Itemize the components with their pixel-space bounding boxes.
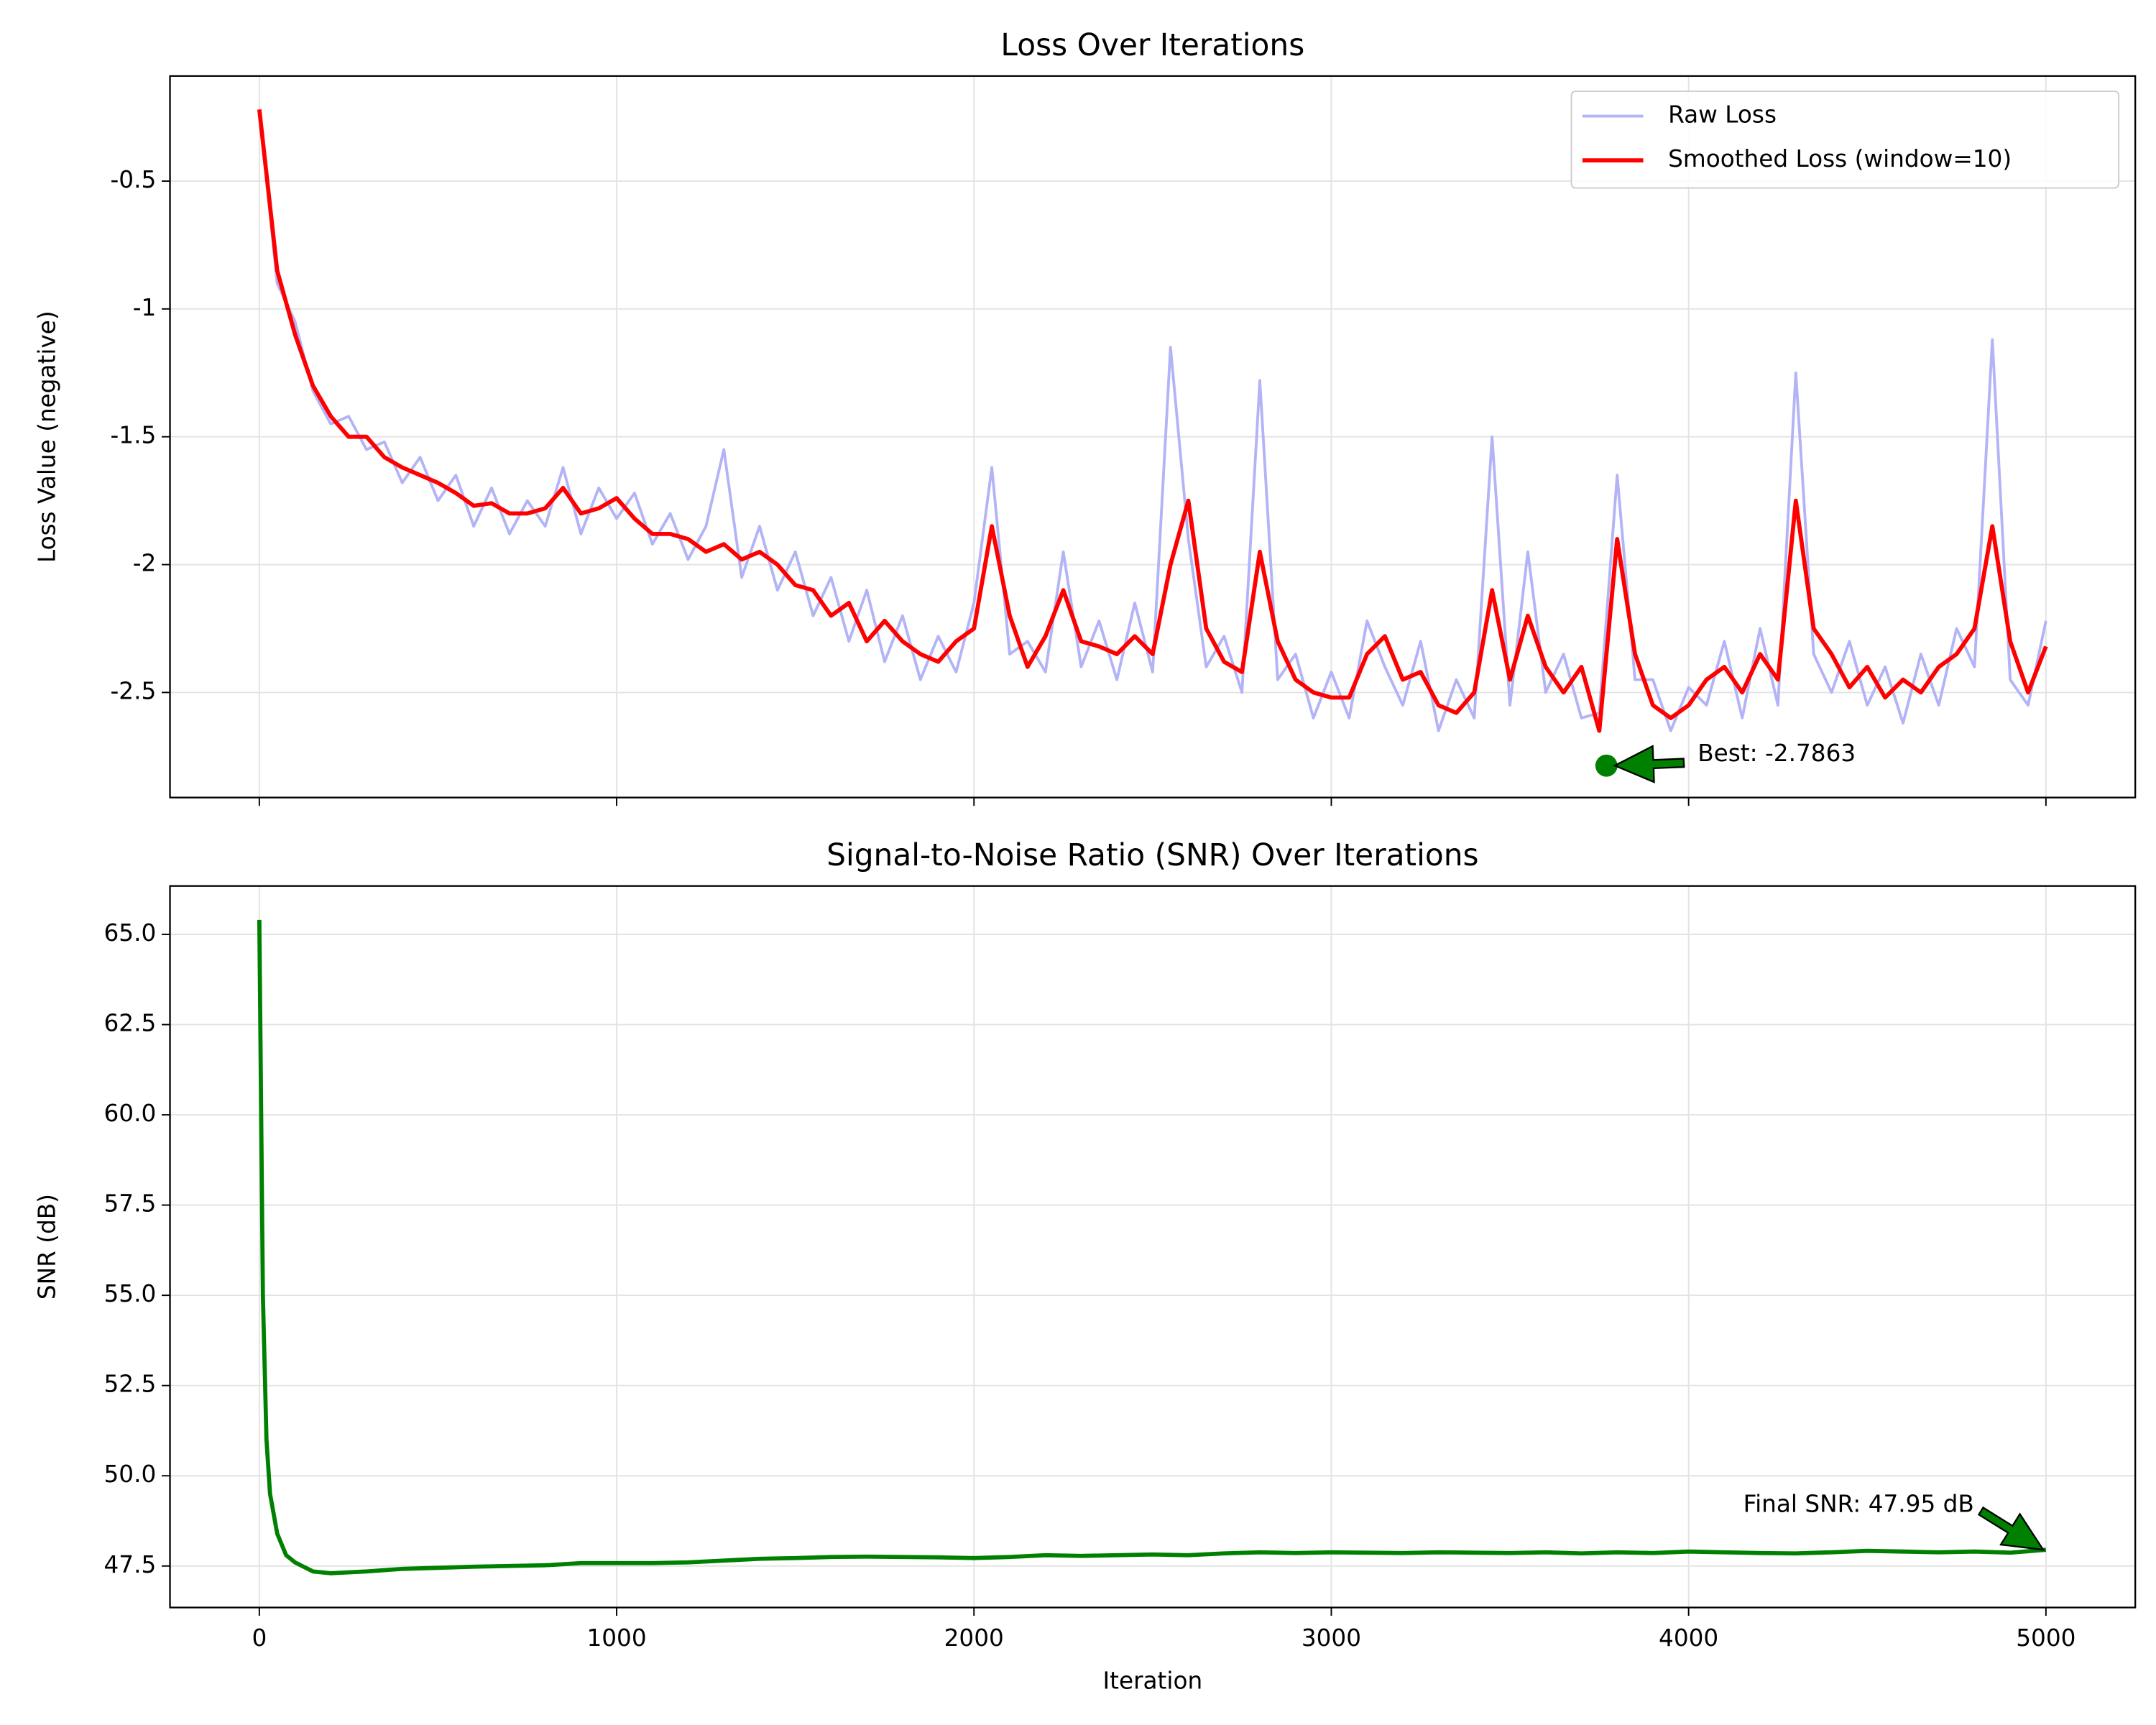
y-tick-label: 52.5 [104, 1371, 157, 1398]
x-tick-label: 3000 [1302, 1624, 1361, 1652]
x-tick-label: 1000 [586, 1624, 646, 1652]
x-tick-label: 5000 [2016, 1624, 2076, 1652]
legend-frame [1570, 90, 2120, 189]
y-tick-label: 62.5 [104, 1010, 157, 1037]
y-tick-label: -1 [133, 294, 157, 321]
series-line [257, 919, 2047, 1576]
y-tick-label: -2 [133, 550, 157, 577]
series-line [257, 109, 2048, 733]
y-tick-label: 60.0 [104, 1100, 157, 1127]
chart-title: Loss Over Iterations [1000, 27, 1304, 63]
x-tick-label: 0 [252, 1624, 267, 1652]
annotation-text: Final SNR: 47.95 dB [1743, 1491, 1974, 1518]
y-tick-label: -1.5 [111, 422, 157, 449]
legend-label: Raw Loss [1668, 101, 1777, 129]
annotation-text: Best: -2.7863 [1697, 740, 1856, 767]
chart-title: Signal-to-Noise Ratio (SNR) Over Iterati… [826, 837, 1478, 873]
plot-frame [169, 885, 2137, 1609]
y-axis-label: SNR (dB) [33, 1194, 60, 1300]
plot-frame [169, 75, 2137, 799]
x-tick-label: 4000 [1659, 1624, 1718, 1652]
y-tick-label: -0.5 [111, 166, 157, 193]
y-axis-label: Loss Value (negative) [33, 310, 60, 563]
x-axis-label: Iteration [1103, 1667, 1203, 1694]
x-tick-label: 2000 [944, 1624, 1004, 1652]
annotation-arrow [1613, 745, 1685, 783]
y-tick-label: 47.5 [104, 1551, 157, 1578]
legend: Raw Loss Smoothed Loss (window=10) [1570, 90, 2120, 189]
y-tick-label: 65.0 [104, 919, 157, 947]
y-tick-label: -2.5 [111, 677, 157, 704]
y-tick-label: 50.0 [104, 1460, 157, 1488]
legend-label: Smoothed Loss (window=10) [1668, 145, 2012, 172]
best-point [1595, 754, 1618, 777]
y-tick-label: 57.5 [104, 1190, 157, 1218]
series-line [257, 109, 2047, 732]
annotation-arrow [1977, 1506, 2045, 1551]
y-tick-label: 55.0 [104, 1280, 157, 1307]
